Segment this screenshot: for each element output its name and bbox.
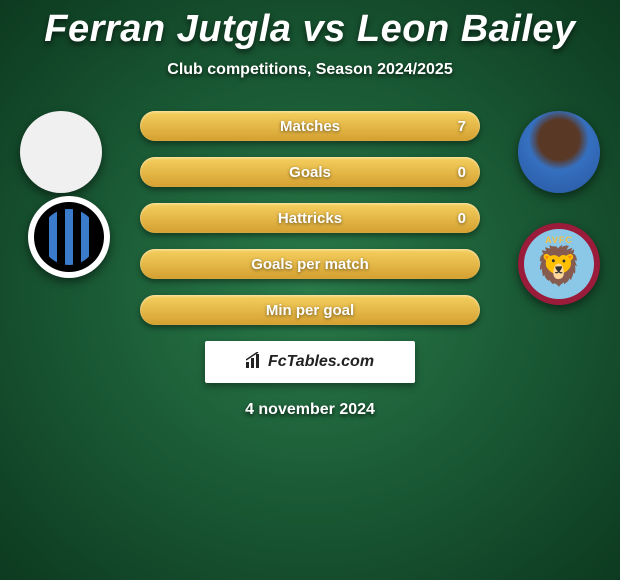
chart-icon [246, 352, 264, 373]
stat-row-goals: Goals 0 [140, 157, 480, 187]
branding-badge: FcTables.com [205, 341, 415, 383]
stat-right: 7 [458, 118, 466, 135]
stat-row-hattricks: Hattricks 0 [140, 203, 480, 233]
brand-text: FcTables.com [268, 353, 374, 371]
avfc-badge: AVFC 🦁 [524, 229, 594, 299]
brugge-badge [34, 202, 104, 272]
club-logo-left [28, 196, 110, 278]
comparison-card: Ferran Jutgla vs Leon Bailey Club compet… [0, 0, 620, 580]
player-right-photo [518, 111, 600, 193]
stat-right: 0 [458, 164, 466, 181]
stat-rows: Matches 7 Goals 0 Hattricks 0 Goals per … [140, 111, 480, 325]
club-logo-right: AVFC 🦁 [518, 223, 600, 305]
content: AVFC 🦁 Matches 7 Goals 0 Hattricks 0 [0, 111, 620, 419]
stat-label: Hattricks [278, 210, 342, 227]
stat-label: Goals [289, 164, 331, 181]
stat-row-matches: Matches 7 [140, 111, 480, 141]
stat-label: Min per goal [266, 302, 354, 319]
lion-icon: 🦁 [535, 245, 582, 289]
stat-right: 0 [458, 210, 466, 227]
stat-label: Goals per match [251, 256, 369, 273]
title: Ferran Jutgla vs Leon Bailey [0, 8, 620, 51]
player-left-photo [20, 111, 102, 193]
brugge-stripes-icon [41, 209, 97, 265]
stat-row-gpm: Goals per match [140, 249, 480, 279]
date: 4 november 2024 [0, 401, 620, 419]
stat-row-mpg: Min per goal [140, 295, 480, 325]
avfc-text: AVFC [545, 235, 573, 245]
stat-label: Matches [280, 118, 340, 135]
subtitle: Club competitions, Season 2024/2025 [0, 61, 620, 79]
